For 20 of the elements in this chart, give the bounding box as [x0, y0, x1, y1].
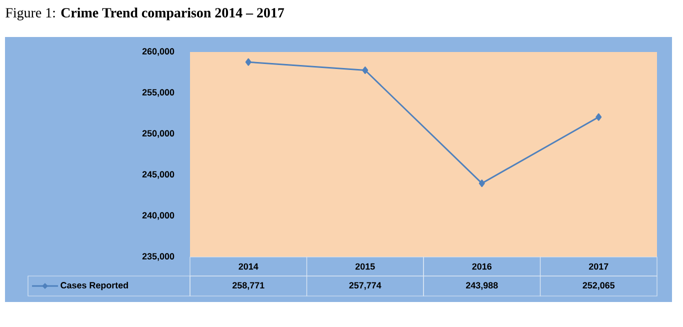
chart-title: Figure 1: Crime Trend comparison 2014 – 2017	[6, 8, 284, 20]
data-label: 252,065	[582, 282, 615, 290]
y-tick-label: 260,000	[142, 48, 174, 56]
y-tick-label: 240,000	[142, 212, 174, 220]
point	[478, 180, 485, 188]
x-tick-label: 2015	[355, 263, 375, 270]
point	[245, 58, 252, 66]
legend-label: Cases Reported	[60, 282, 128, 290]
data-label: 243,988	[466, 282, 498, 290]
x-tick-label: 2014	[238, 263, 258, 270]
data-label: 258,771	[232, 282, 264, 290]
x-tick-label: 2016	[472, 263, 492, 270]
point	[596, 113, 602, 121]
y-tick-label: 250,000	[142, 130, 174, 138]
y-tick-label: 255,000	[142, 89, 174, 97]
x-tick-label: 2017	[588, 263, 608, 270]
y-tick-label: 245,000	[142, 171, 174, 179]
point	[362, 66, 368, 74]
data-label: 257,774	[349, 282, 382, 290]
y-tick-label: 235,000	[142, 253, 174, 261]
